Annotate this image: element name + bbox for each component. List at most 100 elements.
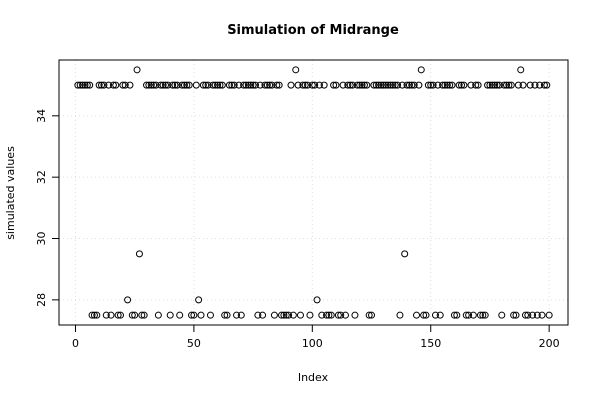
point — [313, 296, 321, 304]
point — [356, 81, 364, 89]
x-tick-label: 150 — [420, 337, 441, 350]
point — [178, 81, 186, 89]
point — [531, 81, 539, 89]
point — [140, 311, 148, 319]
point — [166, 311, 174, 319]
point — [398, 81, 406, 89]
point — [346, 81, 354, 89]
point — [206, 311, 214, 319]
point — [249, 81, 257, 89]
point — [292, 66, 300, 74]
point — [453, 311, 461, 319]
point — [221, 311, 229, 319]
point — [98, 81, 106, 89]
point — [413, 311, 421, 319]
point — [145, 81, 153, 89]
point — [365, 311, 373, 319]
point — [536, 81, 544, 89]
point — [474, 81, 482, 89]
point — [308, 81, 316, 89]
point — [472, 81, 480, 89]
point — [242, 81, 250, 89]
point — [372, 81, 380, 89]
point — [377, 81, 385, 89]
point — [484, 81, 492, 89]
point — [427, 81, 435, 89]
point — [233, 311, 241, 319]
point — [152, 81, 160, 89]
point — [109, 81, 117, 89]
y-tick-label: 32 — [35, 170, 48, 184]
point — [161, 81, 169, 89]
point — [330, 81, 338, 89]
point — [211, 81, 219, 89]
chart-title: Simulation of Midrange — [227, 23, 399, 38]
point — [112, 81, 120, 89]
point — [261, 81, 269, 89]
point — [375, 81, 383, 89]
point — [230, 81, 238, 89]
point — [131, 311, 139, 319]
point — [154, 311, 162, 319]
y-tick-label: 28 — [35, 293, 48, 307]
point — [105, 81, 113, 89]
point — [465, 311, 473, 319]
point — [180, 81, 188, 89]
point — [486, 81, 494, 89]
point — [169, 81, 177, 89]
point — [462, 311, 470, 319]
point — [500, 81, 508, 89]
point — [204, 81, 212, 89]
x-axis-label: Index — [298, 371, 329, 384]
point — [363, 81, 371, 89]
point — [384, 81, 392, 89]
point — [86, 81, 94, 89]
point — [415, 81, 423, 89]
point — [443, 81, 451, 89]
point — [476, 311, 484, 319]
point — [436, 311, 444, 319]
point — [256, 81, 264, 89]
point — [183, 81, 191, 89]
point — [403, 81, 411, 89]
point — [209, 81, 217, 89]
point — [429, 81, 437, 89]
point — [538, 311, 546, 319]
point — [133, 66, 141, 74]
point — [171, 81, 179, 89]
point — [479, 311, 487, 319]
point — [318, 311, 326, 319]
point — [315, 81, 323, 89]
point — [519, 81, 527, 89]
point — [349, 81, 357, 89]
point — [517, 66, 525, 74]
point — [450, 311, 458, 319]
point — [266, 81, 274, 89]
point — [434, 81, 442, 89]
point — [289, 311, 297, 319]
point — [296, 311, 304, 319]
point — [259, 311, 267, 319]
point — [275, 81, 283, 89]
point — [299, 81, 307, 89]
point — [448, 81, 456, 89]
point — [446, 81, 454, 89]
point — [150, 81, 158, 89]
point — [401, 250, 409, 258]
point — [285, 311, 293, 319]
point — [396, 311, 404, 319]
point — [135, 250, 143, 258]
point — [368, 311, 376, 319]
point — [81, 81, 89, 89]
point — [100, 81, 108, 89]
point — [114, 311, 122, 319]
point — [157, 81, 165, 89]
point — [360, 81, 368, 89]
y-tick-label: 30 — [35, 232, 48, 246]
point — [192, 81, 200, 89]
point — [90, 311, 98, 319]
point — [351, 311, 359, 319]
point — [441, 81, 449, 89]
point — [507, 81, 515, 89]
